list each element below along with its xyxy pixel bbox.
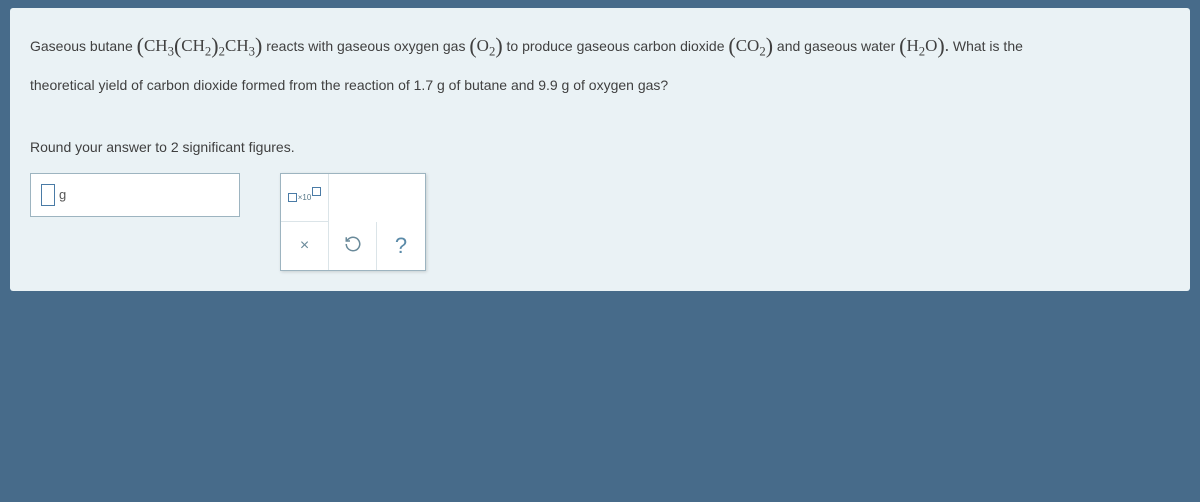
text-segment: What is the [953,38,1023,54]
text-segment: to produce gaseous carbon dioxide [507,38,729,54]
question-text: Gaseous butane (CH3(CH2)2CH3) reacts wit… [30,22,1170,163]
text-segment: and gaseous water [777,38,899,54]
formula-h2o: (H2O). [899,36,949,55]
formula-butane: (CH3(CH2)2CH3) [137,36,263,55]
answer-unit: g [59,187,66,202]
text-segment: Round your answer to 2 significant figur… [30,139,295,155]
tool-panel: ×10 × [280,173,426,271]
clear-button[interactable]: × [281,222,329,270]
text-segment: Gaseous butane [30,38,137,54]
tool-row-2: × ? [281,222,425,270]
formula-co2: (CO2) [728,36,773,55]
sci-notation-icon: ×10 [288,193,322,202]
text-segment: reacts with gaseous oxygen gas [266,38,469,54]
question-icon: ? [395,233,407,259]
answer-input-box[interactable]: g [30,173,240,217]
text-segment: theoretical yield of carbon dioxide form… [30,77,668,93]
help-button[interactable]: ? [377,222,425,270]
reset-icon [344,235,362,256]
x-icon: × [300,237,309,255]
formula-o2: (O2) [469,36,502,55]
reset-button[interactable] [329,222,377,270]
scientific-notation-button[interactable]: ×10 [281,174,329,222]
question-card: Gaseous butane (CH3(CH2)2CH3) reacts wit… [10,8,1190,291]
answer-row: g ×10 × [30,173,1170,271]
answer-blank-icon [41,184,55,206]
tool-row-1: ×10 [281,174,425,222]
